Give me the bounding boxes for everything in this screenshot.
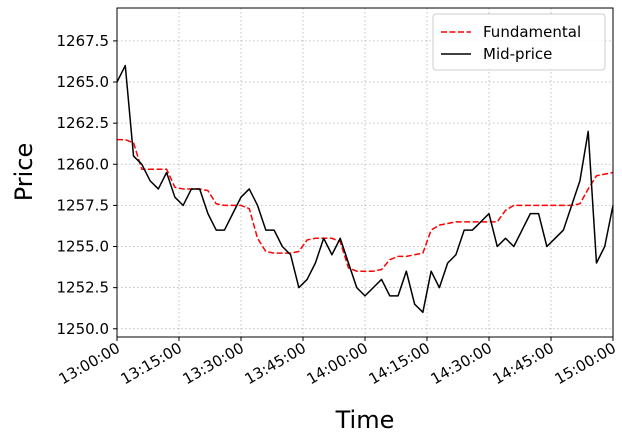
- x-tick-label: 14:45:00: [490, 339, 557, 388]
- y-tick-label: 1250.0: [57, 320, 110, 338]
- y-tick-label: 1257.5: [57, 196, 110, 214]
- y-axis-label: Price: [10, 143, 38, 202]
- y-tick-label: 1260.0: [57, 155, 110, 173]
- y-tick-label: 1267.5: [57, 32, 110, 50]
- x-tick-label: 15:00:00: [552, 339, 619, 388]
- x-tick-label: 13:00:00: [56, 339, 123, 388]
- legend-label: Fundamental: [483, 23, 581, 41]
- y-tick-label: 1265.0: [57, 73, 110, 91]
- y-tick-label: 1262.5: [57, 114, 110, 132]
- x-tick-label: 14:15:00: [366, 339, 433, 388]
- data-line: [116, 64, 614, 314]
- x-tick-label: 13:15:00: [118, 339, 185, 388]
- x-tick-label: 13:30:00: [180, 339, 247, 388]
- legend-label: Mid-price: [483, 45, 552, 63]
- x-tick-label: 14:00:00: [304, 339, 371, 388]
- x-axis-label: Time: [335, 406, 395, 434]
- x-tick-label: 14:30:00: [428, 339, 495, 388]
- y-tick-label: 1252.5: [57, 279, 110, 297]
- legend: Fundamental Mid-price: [432, 13, 606, 71]
- plot-frame: [116, 7, 614, 338]
- y-tick-label: 1255.0: [57, 238, 110, 256]
- x-tick-label: 13:45:00: [242, 339, 309, 388]
- legend-box: [432, 13, 606, 71]
